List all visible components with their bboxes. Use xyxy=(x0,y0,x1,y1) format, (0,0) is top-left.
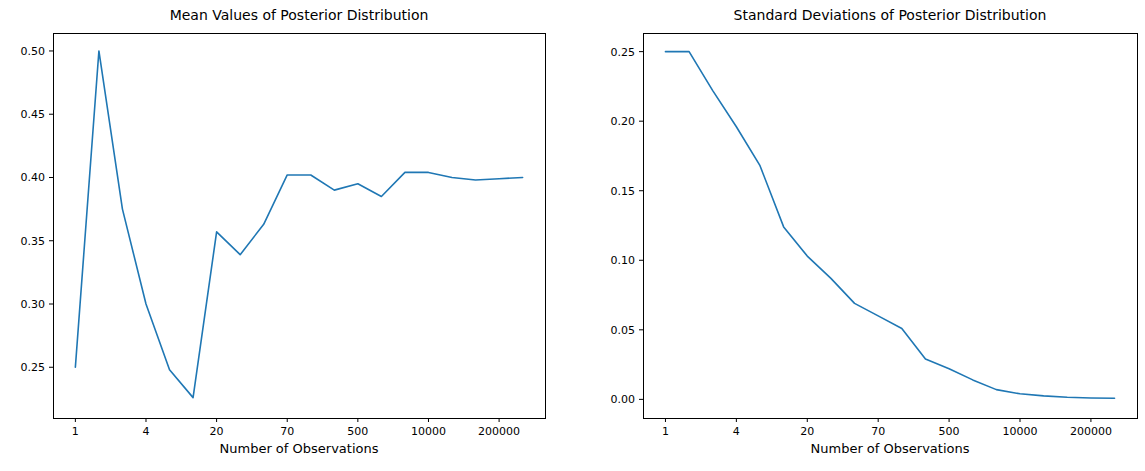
mean-values-chart: Mean Values of Posterior Distribution 0.… xyxy=(0,0,572,471)
x-tick-label: 4 xyxy=(142,425,149,438)
std-plot-area: 0.00 0.05 0.10 0.15 0.20 0.25 1 4 20 70 500 10000 20… xyxy=(573,0,1145,471)
x-tick-label: 70 xyxy=(871,425,885,438)
y-tick-label: 0.00 xyxy=(611,393,636,406)
series-line-posterior-std xyxy=(665,52,1114,399)
x-tick-label: 500 xyxy=(347,425,368,438)
x-tick-label: 200000 xyxy=(478,425,520,438)
y-tick-label: 0.40 xyxy=(21,171,46,184)
series-line-posterior-mean xyxy=(75,51,522,398)
x-tick-label: 20 xyxy=(210,425,224,438)
y-tick-label: 0.10 xyxy=(611,254,636,267)
x-tick-label: 1 xyxy=(72,425,79,438)
axes-frame xyxy=(644,34,1138,419)
figure: Mean Values of Posterior Distribution 0.… xyxy=(0,0,1145,471)
x-tick-label: 200000 xyxy=(1070,425,1112,438)
x-tick-label: 10000 xyxy=(1003,425,1038,438)
y-tick-label: 0.30 xyxy=(21,298,46,311)
x-tick-label: 4 xyxy=(733,425,740,438)
x-tick-label: 70 xyxy=(280,425,294,438)
y-tick-label: 0.25 xyxy=(611,46,636,59)
x-tick-label: 20 xyxy=(800,425,814,438)
y-tick-label: 0.35 xyxy=(21,235,46,248)
y-tick-label: 0.25 xyxy=(21,361,46,374)
y-tick-label: 0.50 xyxy=(21,45,46,58)
y-tick-label: 0.45 xyxy=(21,108,46,121)
x-tick-label: 1 xyxy=(662,425,669,438)
std-devs-chart: Standard Deviations of Posterior Distrib… xyxy=(573,0,1145,471)
y-tick-label: 0.05 xyxy=(611,324,636,337)
mean-plot-area: 0.25 0.30 0.35 0.40 0.45 0.50 1 4 20 70 500 10000 20… xyxy=(0,0,572,471)
x-axis-label-mean: Number of Observations xyxy=(53,441,545,456)
y-tick-label: 0.20 xyxy=(611,115,636,128)
x-tick-label: 500 xyxy=(939,425,960,438)
y-tick-label: 0.15 xyxy=(611,185,636,198)
x-tick-label: 10000 xyxy=(411,425,446,438)
x-axis-label-std: Number of Observations xyxy=(643,441,1137,456)
